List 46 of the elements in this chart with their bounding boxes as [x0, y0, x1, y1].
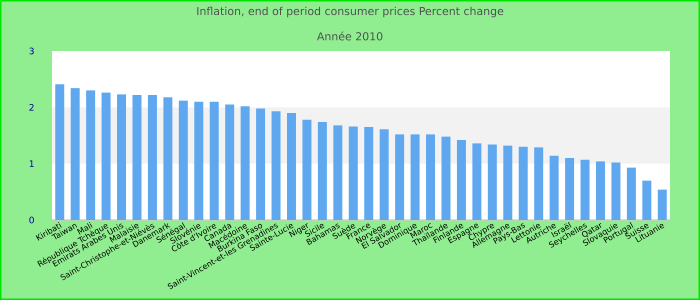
bar: [395, 134, 404, 220]
bar: [132, 94, 142, 220]
bar: [194, 102, 204, 220]
bar: [488, 144, 497, 220]
bar: [210, 102, 219, 220]
bar: [86, 90, 96, 220]
chart-subtitle: Année 2010: [316, 32, 382, 40]
bar: [441, 136, 450, 220]
y-tick-label: 1: [30, 160, 34, 167]
bar: [534, 147, 544, 220]
bar: [642, 180, 652, 220]
bar: [272, 111, 281, 220]
bar: [256, 108, 266, 220]
bar: [240, 106, 250, 220]
bar: [410, 134, 420, 220]
bar: [148, 94, 157, 220]
bar: [163, 97, 172, 220]
bar: [472, 143, 482, 220]
bar: [503, 146, 512, 220]
bar: [380, 129, 389, 220]
bar: [348, 126, 358, 220]
bar: [225, 104, 234, 220]
bar: [178, 100, 188, 220]
bar: [596, 161, 605, 220]
bar: [55, 84, 64, 220]
bar: [102, 92, 111, 220]
bar: [426, 134, 436, 220]
bar: [565, 158, 574, 220]
y-tick-label: 0: [29, 216, 34, 224]
bar: [286, 112, 296, 220]
bar: [580, 160, 590, 220]
bar: [318, 122, 327, 220]
bar: [117, 94, 126, 220]
bar: [518, 146, 528, 220]
chart-title: Inflation, end of period consumer prices Percent change: [197, 6, 504, 18]
bar: [456, 140, 466, 220]
y-tick-label: 3: [29, 48, 34, 54]
bar: [70, 88, 80, 220]
bar: [302, 120, 312, 220]
bar: [658, 190, 667, 220]
bar: [550, 156, 559, 220]
bar: [333, 125, 342, 220]
bar: [364, 127, 374, 220]
y-tick-label: 2: [29, 104, 34, 111]
bar: [611, 162, 620, 220]
bar: [626, 168, 636, 220]
